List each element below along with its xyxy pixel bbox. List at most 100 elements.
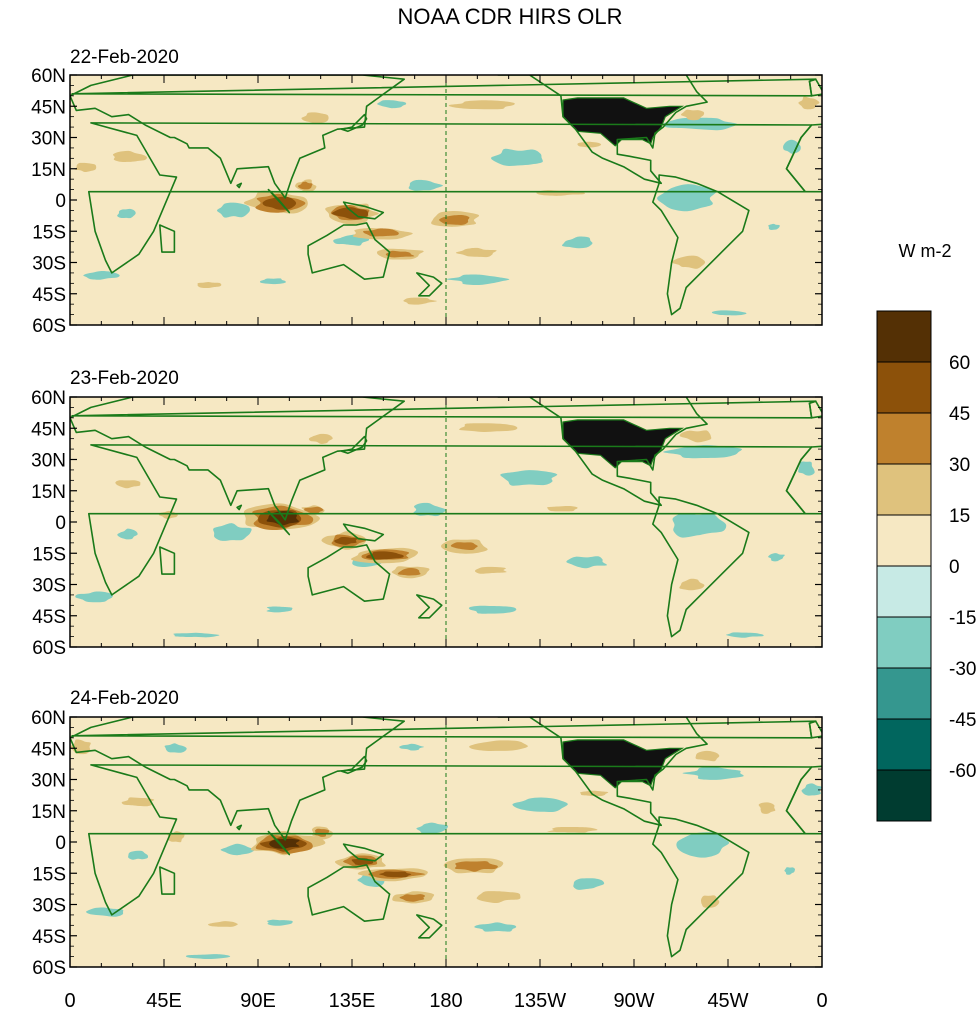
- lat-tick-label: 15S: [32, 222, 66, 243]
- colorbar-tick-label: 0: [949, 557, 960, 578]
- colorbar-tick-label: 45: [949, 404, 970, 425]
- heatmap-field: [70, 717, 822, 967]
- coastline: [785, 123, 822, 193]
- coastline: [236, 182, 243, 189]
- lat-tick-label: 45S: [32, 927, 66, 948]
- anomaly-contour: [784, 867, 795, 875]
- coastline: [808, 400, 822, 419]
- panel-date-label: 22-Feb-2020: [70, 47, 179, 68]
- lon-tick-label: 135W: [514, 990, 566, 1012]
- coastline: [808, 78, 822, 97]
- lon-tick-label: 45W: [707, 990, 748, 1012]
- coastline: [267, 510, 291, 536]
- anomaly-contour: [86, 907, 124, 917]
- anomaly-contour: [164, 743, 187, 753]
- anomaly-contour: [577, 141, 602, 148]
- anomaly-contour: [670, 255, 706, 269]
- coastline: [340, 435, 368, 455]
- colorbar-swatch: [876, 616, 932, 669]
- colorbar-swatch: [876, 667, 932, 720]
- coastline: [236, 824, 243, 831]
- anomaly-contour: [566, 556, 608, 569]
- anomaly-contour: [768, 553, 785, 562]
- coastline: [497, 397, 708, 507]
- anomaly-contour: [301, 112, 329, 124]
- anomaly-contour: [115, 480, 141, 489]
- anomaly-contour: [500, 470, 558, 486]
- map-panel-2: 23-Feb-2020 60N 45N 30N 15N 0 15S 30S 45S 60S: [31, 368, 823, 659]
- anomaly-contour: [783, 139, 801, 154]
- lat-tick-label: 0: [55, 191, 66, 212]
- anomaly-contour: [695, 750, 720, 762]
- anomaly-contour: [314, 828, 330, 837]
- colorbar-swatch: [876, 565, 932, 618]
- colorbar-tick-label: -60: [949, 761, 976, 782]
- coastline: [340, 113, 368, 133]
- anomaly-contour: [379, 871, 412, 878]
- lon-tick-label: 135E: [329, 990, 376, 1012]
- units-label: W m-2: [899, 241, 952, 261]
- lat-tick-label: 15N: [31, 482, 66, 503]
- anomaly-contour: [459, 423, 518, 433]
- anomaly-contour: [672, 512, 727, 538]
- anomaly-contour: [334, 537, 358, 545]
- anomaly-contour: [573, 878, 605, 890]
- coastline: [342, 523, 385, 542]
- lat-tick-label: 45S: [32, 607, 66, 628]
- coastline: [415, 914, 443, 939]
- anomaly-contour: [476, 891, 521, 904]
- colorbar-tick-label: 30: [949, 455, 970, 476]
- coastline: [497, 717, 708, 827]
- anomaly-contour: [173, 632, 220, 638]
- colorbar-swatch: [876, 412, 932, 465]
- anomaly-contour: [403, 297, 437, 305]
- coastline: [236, 504, 243, 511]
- lon-tick-label: 0: [816, 990, 827, 1012]
- anomaly-contour: [676, 832, 730, 858]
- anomaly-contour: [413, 502, 447, 517]
- lon-tick-label: 90E: [240, 990, 276, 1012]
- lat-tick-label: 60S: [32, 638, 66, 659]
- figure-title: NOAA CDR HIRS OLR: [398, 4, 623, 29]
- coastline: [267, 188, 291, 214]
- lat-tick-label: 15N: [31, 160, 66, 181]
- anomaly-contour: [117, 208, 136, 219]
- anomaly-contour: [701, 895, 720, 908]
- colorbar-tick-label: -30: [949, 659, 976, 680]
- coastline: [785, 445, 822, 515]
- anomaly-contour: [726, 632, 764, 638]
- lat-tick-label: 45N: [31, 419, 66, 440]
- coastline: [651, 496, 750, 638]
- anomaly-contour: [197, 282, 222, 289]
- coastline: [808, 720, 822, 739]
- anomaly-contour: [366, 551, 404, 560]
- anomaly-contour: [455, 247, 497, 258]
- anomaly-contour: [408, 179, 443, 191]
- anomaly-contour: [216, 202, 250, 218]
- anomaly-contour: [446, 274, 510, 286]
- lat-tick-label: 30S: [32, 576, 66, 597]
- coastline: [415, 272, 443, 297]
- anomaly-contour: [679, 578, 705, 591]
- coastline: [307, 222, 391, 281]
- coastline: [340, 755, 368, 775]
- lon-tick-label: 0: [64, 990, 75, 1012]
- anomaly-contour: [399, 894, 426, 902]
- lat-tick-label: 15N: [31, 802, 66, 823]
- coastline: [342, 201, 385, 220]
- anomaly-contour: [74, 162, 97, 173]
- coastline: [307, 864, 391, 923]
- coastline: [415, 594, 443, 619]
- lat-tick-label: 0: [55, 833, 66, 854]
- colorbar-swatch: [876, 514, 932, 567]
- anomaly-contour: [267, 919, 293, 926]
- coastline: [497, 75, 708, 185]
- colorbar-tick-label: 60: [949, 353, 970, 374]
- anomaly-contour: [450, 542, 478, 551]
- panel-date-label: 24-Feb-2020: [70, 688, 179, 709]
- anomaly-contour: [213, 523, 252, 541]
- anomaly-contour: [397, 567, 421, 576]
- anomaly-contour: [547, 506, 578, 512]
- lat-tick-label: 15S: [32, 544, 66, 565]
- lon-tick-label: 90W: [613, 990, 654, 1012]
